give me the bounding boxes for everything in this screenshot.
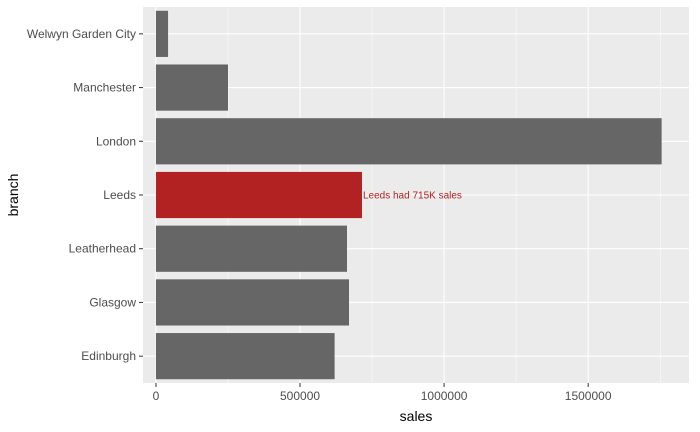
bar-london [155,118,662,165]
x-axis-title: sales [400,408,433,424]
x-tick-label: 1500000 [565,389,612,403]
bar-leatherhead [155,225,347,272]
y-tick-label: Manchester [73,81,136,95]
y-axis: Welwyn Garden City Manchester London Leeds L… [27,27,143,363]
y-tick-label: Glasgow [89,295,136,309]
y-tick-label: Edinburgh [81,349,136,363]
x-tick-label: 0 [153,389,160,403]
y-axis-title: branch [5,174,21,217]
y-tick-label: Welwyn Garden City [27,27,136,41]
bar-welwyn-garden-city [155,10,169,57]
bar-manchester [155,64,228,111]
annotation-layer: Leeds had 715K sales [363,191,462,202]
bar-edinburgh [155,333,335,380]
bar-glasgow [155,279,350,326]
bars [155,10,662,380]
y-tick-label: Leeds [103,188,136,202]
annotation-label: Leeds had 715K sales [363,191,462,202]
bar-leeds [155,171,362,219]
y-tick-label: Leatherhead [69,242,136,256]
x-tick-label: 500000 [280,389,320,403]
y-tick-label: London [96,134,136,148]
x-tick-label: 1000000 [421,389,468,403]
x-axis: 0 500000 1000000 1500000 [153,383,612,403]
